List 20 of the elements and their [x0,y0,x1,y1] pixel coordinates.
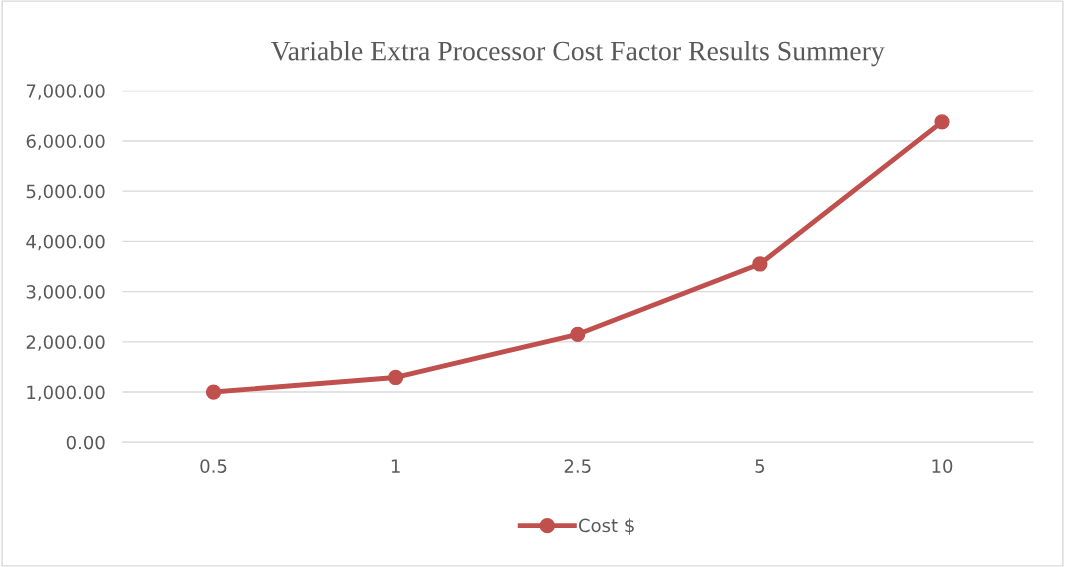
y-tick-label: 5,000.00 [26,184,105,201]
y-tick-label: 4,000.00 [26,234,105,251]
point [570,326,586,342]
x-tick-label: 2.5 [564,459,591,473]
point [934,114,950,130]
y-tick-label: 6,000.00 [26,134,105,150]
point [752,256,768,272]
x-tick-label: 5 [755,459,765,473]
x-tick-label: 0.5 [200,459,227,473]
x-tick-label: 1 [391,459,400,473]
point [205,384,222,400]
y-tick-label: 1,000.00 [27,385,105,401]
y-tick-label: 7,000.00 [26,84,105,100]
legend-label: Cost $ [578,518,634,535]
y-tick-label: 3,000.00 [26,285,105,301]
y-tick-label: 0.00 [66,435,105,450]
x-tick-label: 10 [932,459,953,473]
chart-title: Variable Extra Processor Cost Factor Results Summery [271,40,885,67]
point [388,369,404,386]
y-tick-label: 2,000.00 [26,335,105,351]
